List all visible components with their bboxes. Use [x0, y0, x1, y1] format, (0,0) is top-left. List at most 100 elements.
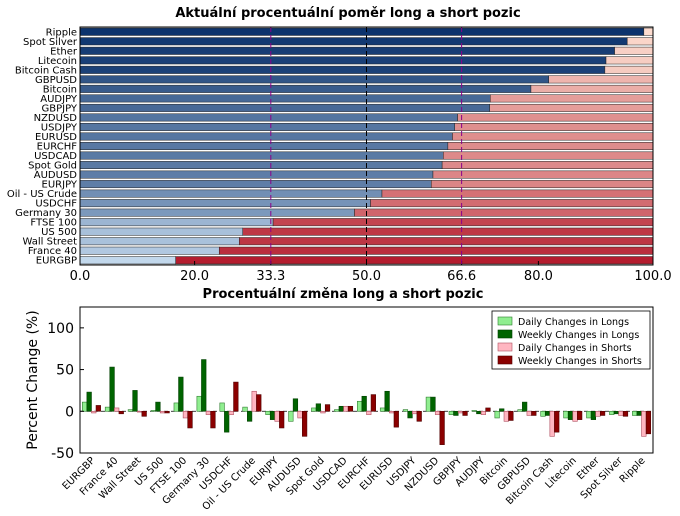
- y-tick-label: 50: [56, 363, 74, 379]
- change-bar: [402, 409, 409, 412]
- legend-swatch: [497, 329, 513, 339]
- legend-label: Daily Changes in Longs: [518, 317, 629, 328]
- change-bar: [586, 410, 592, 419]
- x-tick-label: 33.3: [256, 269, 285, 284]
- change-bar: [540, 410, 546, 417]
- change-bar: [613, 410, 619, 415]
- change-bar: [343, 405, 349, 412]
- long-bar: [79, 151, 444, 160]
- chart-2-legend: Daily Changes in Longs Weekly Changes in …: [491, 310, 651, 370]
- change-bar: [196, 395, 202, 412]
- change-bar: [159, 410, 166, 414]
- long-bar: [79, 142, 449, 150]
- change-bar: [572, 410, 578, 422]
- change-bar: [590, 410, 597, 420]
- category-label: EURUSD: [35, 132, 77, 143]
- short-bar: [490, 94, 654, 103]
- change-bar: [554, 410, 560, 433]
- legend-swatch: [497, 342, 513, 352]
- short-bar: [239, 237, 654, 246]
- long-bar: [79, 256, 176, 265]
- legend-label: Weekly Changes in Shorts: [518, 356, 642, 367]
- category-label: Oil - US Crude: [7, 189, 77, 200]
- category-label: FTSE 100: [30, 218, 77, 229]
- change-bar: [81, 401, 88, 412]
- change-bar: [178, 376, 184, 412]
- change-bar: [91, 410, 97, 414]
- long-bar: [79, 237, 240, 246]
- change-bar: [315, 403, 321, 412]
- short-bar: [614, 46, 654, 55]
- change-bar: [393, 410, 399, 428]
- change-bar: [499, 408, 505, 412]
- chart-1-plot-frame: [79, 26, 654, 266]
- short-bar: [454, 122, 654, 131]
- change-bar: [425, 396, 431, 412]
- change-bar: [407, 410, 413, 419]
- change-bar: [531, 410, 537, 416]
- short-bar: [381, 189, 654, 198]
- x-tick-label: 20.0: [180, 269, 209, 284]
- change-bar: [563, 410, 569, 419]
- change-bar: [256, 394, 262, 412]
- chart-2-plot-frame: [79, 306, 654, 454]
- category-label: Wall Street: [23, 237, 78, 248]
- change-bar: [269, 410, 276, 420]
- change-bar: [141, 410, 147, 417]
- legend-swatch: [497, 355, 513, 365]
- change-bar: [641, 410, 647, 437]
- category-label: NZDUSD: [34, 113, 78, 124]
- change-bar: [150, 410, 156, 412]
- category-label: France 40: [28, 246, 77, 257]
- change-bar: [609, 410, 615, 415]
- short-bar: [432, 170, 654, 179]
- change-bar: [379, 407, 386, 412]
- change-bar: [462, 410, 468, 416]
- category-label: EURGBP: [36, 256, 77, 267]
- category-label: Ripple: [618, 455, 648, 485]
- change-bar: [302, 410, 308, 437]
- long-bar: [79, 46, 615, 55]
- short-bar: [548, 75, 654, 84]
- change-bar: [632, 410, 638, 416]
- category-label: EURJPY: [42, 180, 78, 191]
- change-bar: [265, 410, 271, 415]
- category-label: GBPUSD: [35, 75, 77, 86]
- x-tick-label: 50.0: [352, 269, 381, 284]
- short-bar: [430, 180, 654, 189]
- short-bar: [370, 199, 654, 208]
- change-bar: [430, 396, 436, 412]
- change-bar: [109, 366, 115, 412]
- long-bar: [79, 94, 491, 103]
- change-bar: [480, 410, 486, 415]
- change-bar: [494, 410, 500, 419]
- category-label: Spot Silver: [23, 37, 78, 48]
- long-bar: [79, 161, 443, 170]
- change-bar: [114, 407, 120, 412]
- change-bar: [205, 410, 211, 415]
- short-bar: [452, 132, 654, 141]
- change-bar: [622, 410, 629, 417]
- y-tick-label: 100: [47, 321, 74, 337]
- change-bar: [457, 410, 464, 414]
- short-bar: [272, 218, 654, 227]
- change-bar: [127, 409, 134, 412]
- change-bar: [448, 410, 454, 415]
- change-bar: [242, 406, 248, 412]
- change-bar: [228, 410, 234, 415]
- change-bar: [357, 400, 363, 412]
- change-bar: [645, 410, 652, 435]
- change-bar: [439, 410, 445, 445]
- category-label: USDCAD: [34, 151, 77, 162]
- y-tick-label: -50: [51, 446, 74, 462]
- change-bar: [434, 410, 441, 415]
- category-label: US 500: [41, 227, 77, 238]
- change-bar: [132, 390, 138, 412]
- change-bar: [526, 410, 532, 416]
- change-bar: [118, 410, 124, 415]
- change-bar: [361, 395, 367, 412]
- change-bar: [201, 359, 207, 412]
- chart-2-bars: [81, 359, 652, 445]
- y-tick-label: 0: [65, 404, 74, 420]
